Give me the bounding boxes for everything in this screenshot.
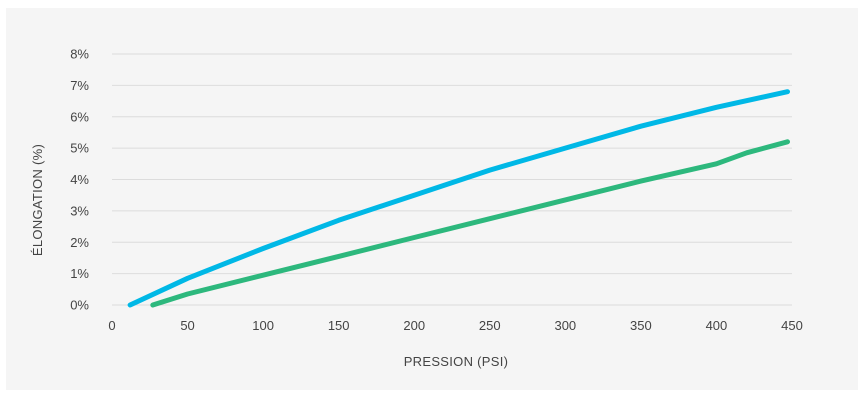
- y-tick-label: 8%: [70, 47, 89, 62]
- y-tick-label: 4%: [70, 172, 89, 187]
- series-line-2: [150, 139, 790, 308]
- x-tick-label: 450: [781, 318, 803, 333]
- x-tick-label: 150: [328, 318, 350, 333]
- x-tick-labels: 0 50 100 150 200 250 300 350 400 450: [108, 318, 802, 333]
- y-tick-label: 1%: [70, 266, 89, 281]
- x-tick-label: 300: [554, 318, 576, 333]
- x-tick-label: 0: [108, 318, 115, 333]
- y-tick-label: 2%: [70, 235, 89, 250]
- chart-panel: [6, 8, 858, 390]
- x-tick-label: 200: [403, 318, 425, 333]
- y-axis-title: ÉLONGATION (%): [30, 144, 45, 256]
- x-axis-title: PRESSION (PSI): [404, 354, 509, 369]
- y-tick-labels: 0% 1% 2% 3% 4% 5% 6% 7% 8%: [70, 47, 89, 313]
- y-tick-label: 6%: [70, 109, 89, 124]
- series-line-1: [127, 89, 790, 308]
- series-lines: [127, 89, 790, 308]
- y-tick-label: 0%: [70, 298, 89, 313]
- y-tick-label: 3%: [70, 203, 89, 218]
- y-tick-label: 7%: [70, 78, 89, 93]
- x-tick-label: 50: [180, 318, 194, 333]
- x-tick-label: 400: [706, 318, 728, 333]
- x-tick-label: 350: [630, 318, 652, 333]
- y-tick-label: 5%: [70, 141, 89, 156]
- x-tick-label: 250: [479, 318, 501, 333]
- x-tick-label: 100: [252, 318, 274, 333]
